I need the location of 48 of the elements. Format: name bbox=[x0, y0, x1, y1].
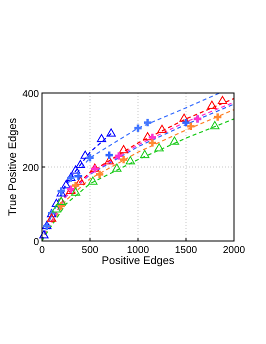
point bbox=[43, 222, 50, 230]
point bbox=[207, 100, 217, 109]
point bbox=[88, 176, 98, 185]
point bbox=[104, 156, 114, 164]
point bbox=[76, 160, 86, 168]
point bbox=[144, 118, 152, 126]
point bbox=[157, 124, 167, 133]
x-tick-label: 1000 bbox=[126, 245, 150, 256]
point bbox=[120, 156, 128, 164]
x-axis-title: Positive Edges bbox=[102, 255, 175, 267]
x-tick-label: 2000 bbox=[222, 245, 246, 256]
point bbox=[52, 198, 62, 207]
point bbox=[142, 132, 152, 140]
point bbox=[39, 230, 49, 238]
point bbox=[118, 145, 128, 154]
point bbox=[140, 150, 150, 158]
point bbox=[61, 180, 71, 188]
point bbox=[179, 114, 189, 122]
point bbox=[115, 152, 122, 160]
point bbox=[112, 164, 122, 172]
point bbox=[80, 150, 90, 159]
point bbox=[170, 136, 180, 145]
point bbox=[218, 96, 228, 104]
point bbox=[96, 134, 106, 142]
point bbox=[134, 124, 142, 132]
point bbox=[46, 213, 56, 222]
y-tick-label: 400 bbox=[22, 89, 40, 100]
x-tick-label: 1500 bbox=[174, 245, 198, 256]
point bbox=[182, 118, 190, 126]
point bbox=[106, 151, 113, 159]
point bbox=[70, 188, 80, 196]
point bbox=[76, 176, 86, 185]
point bbox=[106, 128, 116, 137]
point bbox=[52, 204, 62, 212]
point bbox=[86, 154, 94, 162]
y-tick-label: 0 bbox=[33, 237, 40, 248]
point bbox=[148, 139, 156, 147]
point bbox=[187, 122, 194, 130]
point bbox=[70, 165, 80, 174]
x-tick-label: 500 bbox=[82, 245, 99, 256]
y-tick-label: 200 bbox=[22, 163, 40, 174]
point bbox=[74, 172, 82, 180]
point bbox=[210, 120, 220, 130]
point bbox=[214, 113, 222, 121]
point bbox=[154, 143, 164, 152]
y-axis-title: True Positive Edges bbox=[7, 117, 19, 216]
point bbox=[126, 156, 135, 164]
point bbox=[96, 170, 104, 178]
